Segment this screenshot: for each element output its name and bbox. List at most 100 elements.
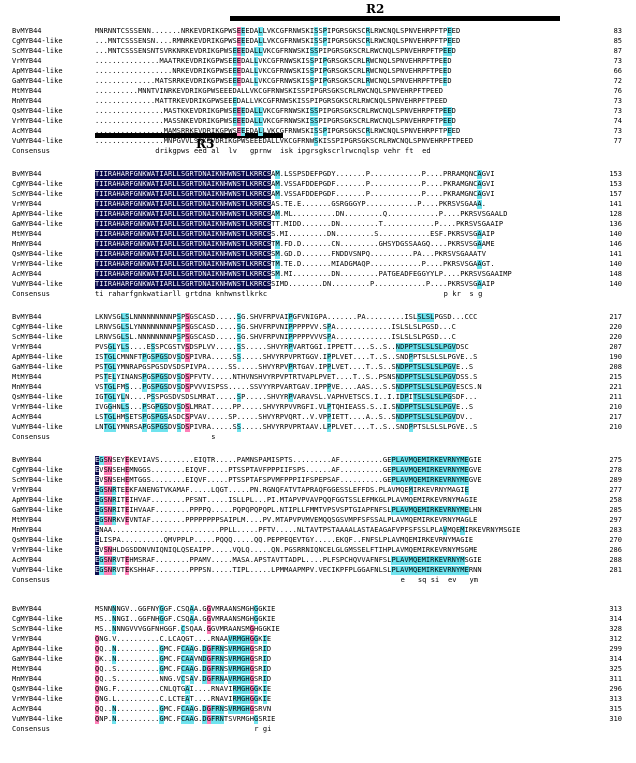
residue: .	[219, 466, 224, 474]
residue: .	[400, 250, 405, 258]
residue: G	[301, 363, 306, 371]
residue: S	[266, 170, 272, 179]
residue: R	[370, 47, 375, 55]
residue: .	[150, 27, 156, 35]
residue: .	[176, 556, 181, 564]
residue: .	[116, 685, 121, 693]
residue: T	[288, 373, 293, 381]
residue: .	[361, 190, 366, 198]
residue: M	[275, 210, 280, 219]
residue: F	[266, 87, 272, 95]
residue: .	[382, 200, 388, 208]
residue: W	[146, 250, 151, 259]
residue: V	[314, 333, 319, 341]
residue: A	[417, 240, 422, 248]
residue: S	[408, 240, 413, 248]
residue: H	[116, 250, 121, 259]
residue: T	[176, 695, 181, 703]
residue: F	[176, 715, 181, 723]
residue: .	[309, 270, 315, 278]
residue: .	[133, 526, 138, 534]
residue: E	[137, 47, 143, 55]
residue: P	[142, 373, 147, 382]
residue: G	[421, 270, 426, 278]
residue: V	[253, 97, 259, 105]
residue: .	[391, 220, 396, 228]
residue: .	[223, 393, 229, 401]
residue: .	[95, 57, 100, 65]
residue: Q	[314, 546, 319, 554]
residue: .	[318, 260, 323, 268]
residue: W	[228, 270, 233, 279]
residue: .	[301, 413, 306, 421]
residue: Y	[455, 456, 461, 465]
residue: .	[241, 413, 246, 421]
residue: I	[211, 170, 216, 179]
residue: S	[460, 200, 465, 208]
residue: A	[163, 180, 169, 189]
residue: .	[249, 546, 254, 554]
residue: I	[387, 393, 392, 401]
residue: P	[150, 363, 156, 371]
residue: .	[163, 67, 168, 75]
residue: E	[460, 423, 465, 431]
residue: .	[116, 526, 121, 534]
residue: P	[142, 403, 147, 412]
residue: .	[107, 97, 113, 105]
residue: .	[215, 343, 220, 351]
residue: A	[331, 456, 336, 464]
residue: C	[120, 37, 125, 45]
residue: R	[189, 200, 194, 209]
residue: P	[327, 47, 332, 55]
residue: K	[374, 496, 379, 504]
residue: .	[404, 200, 409, 208]
residue: N	[219, 250, 224, 259]
residue: S	[163, 373, 169, 382]
residue: .	[443, 280, 448, 288]
residue: A	[103, 526, 108, 534]
residue: I	[490, 190, 495, 198]
residue: D	[434, 333, 439, 341]
residue: T	[155, 260, 160, 269]
residue: L	[95, 413, 100, 421]
residue: V	[116, 556, 121, 564]
residue: A	[180, 486, 186, 494]
residue: .	[120, 655, 125, 663]
residue: R	[202, 353, 207, 361]
residue: G	[103, 695, 108, 703]
residue: .	[357, 466, 362, 474]
residue: W	[288, 67, 293, 75]
residue: A	[378, 516, 383, 524]
residue: .	[301, 230, 306, 238]
residue: F	[434, 127, 439, 135]
residue: H	[116, 210, 121, 219]
residue: .	[103, 137, 108, 145]
residue: E	[95, 486, 100, 495]
residue: .	[249, 403, 254, 411]
residue: .	[142, 655, 147, 663]
sequence-residues: LKNVSGLSLNNNNNNNNNPSPSGSCASD.....SG.SHVF…	[95, 313, 477, 322]
residue: .	[412, 190, 418, 198]
residue: .	[365, 466, 370, 474]
residue: E	[447, 27, 452, 36]
residue: I	[262, 645, 267, 654]
residue: .	[400, 190, 405, 198]
residue: L	[331, 546, 336, 554]
residue: R	[107, 220, 113, 229]
residue: R	[258, 665, 263, 673]
residue: Q	[361, 260, 366, 268]
residue: F	[129, 250, 134, 259]
residue: P	[172, 137, 177, 145]
residue: R	[430, 476, 435, 485]
residue: .	[331, 280, 336, 288]
residue: C	[262, 170, 267, 179]
residue: W	[228, 27, 233, 35]
residue: N	[206, 566, 211, 574]
residue: T	[95, 180, 100, 189]
residue: L	[382, 516, 388, 524]
residue: Q	[391, 37, 396, 45]
residue: G	[133, 200, 138, 209]
residue: S	[258, 715, 263, 723]
residue: M	[408, 556, 413, 565]
residue: .	[387, 413, 392, 421]
